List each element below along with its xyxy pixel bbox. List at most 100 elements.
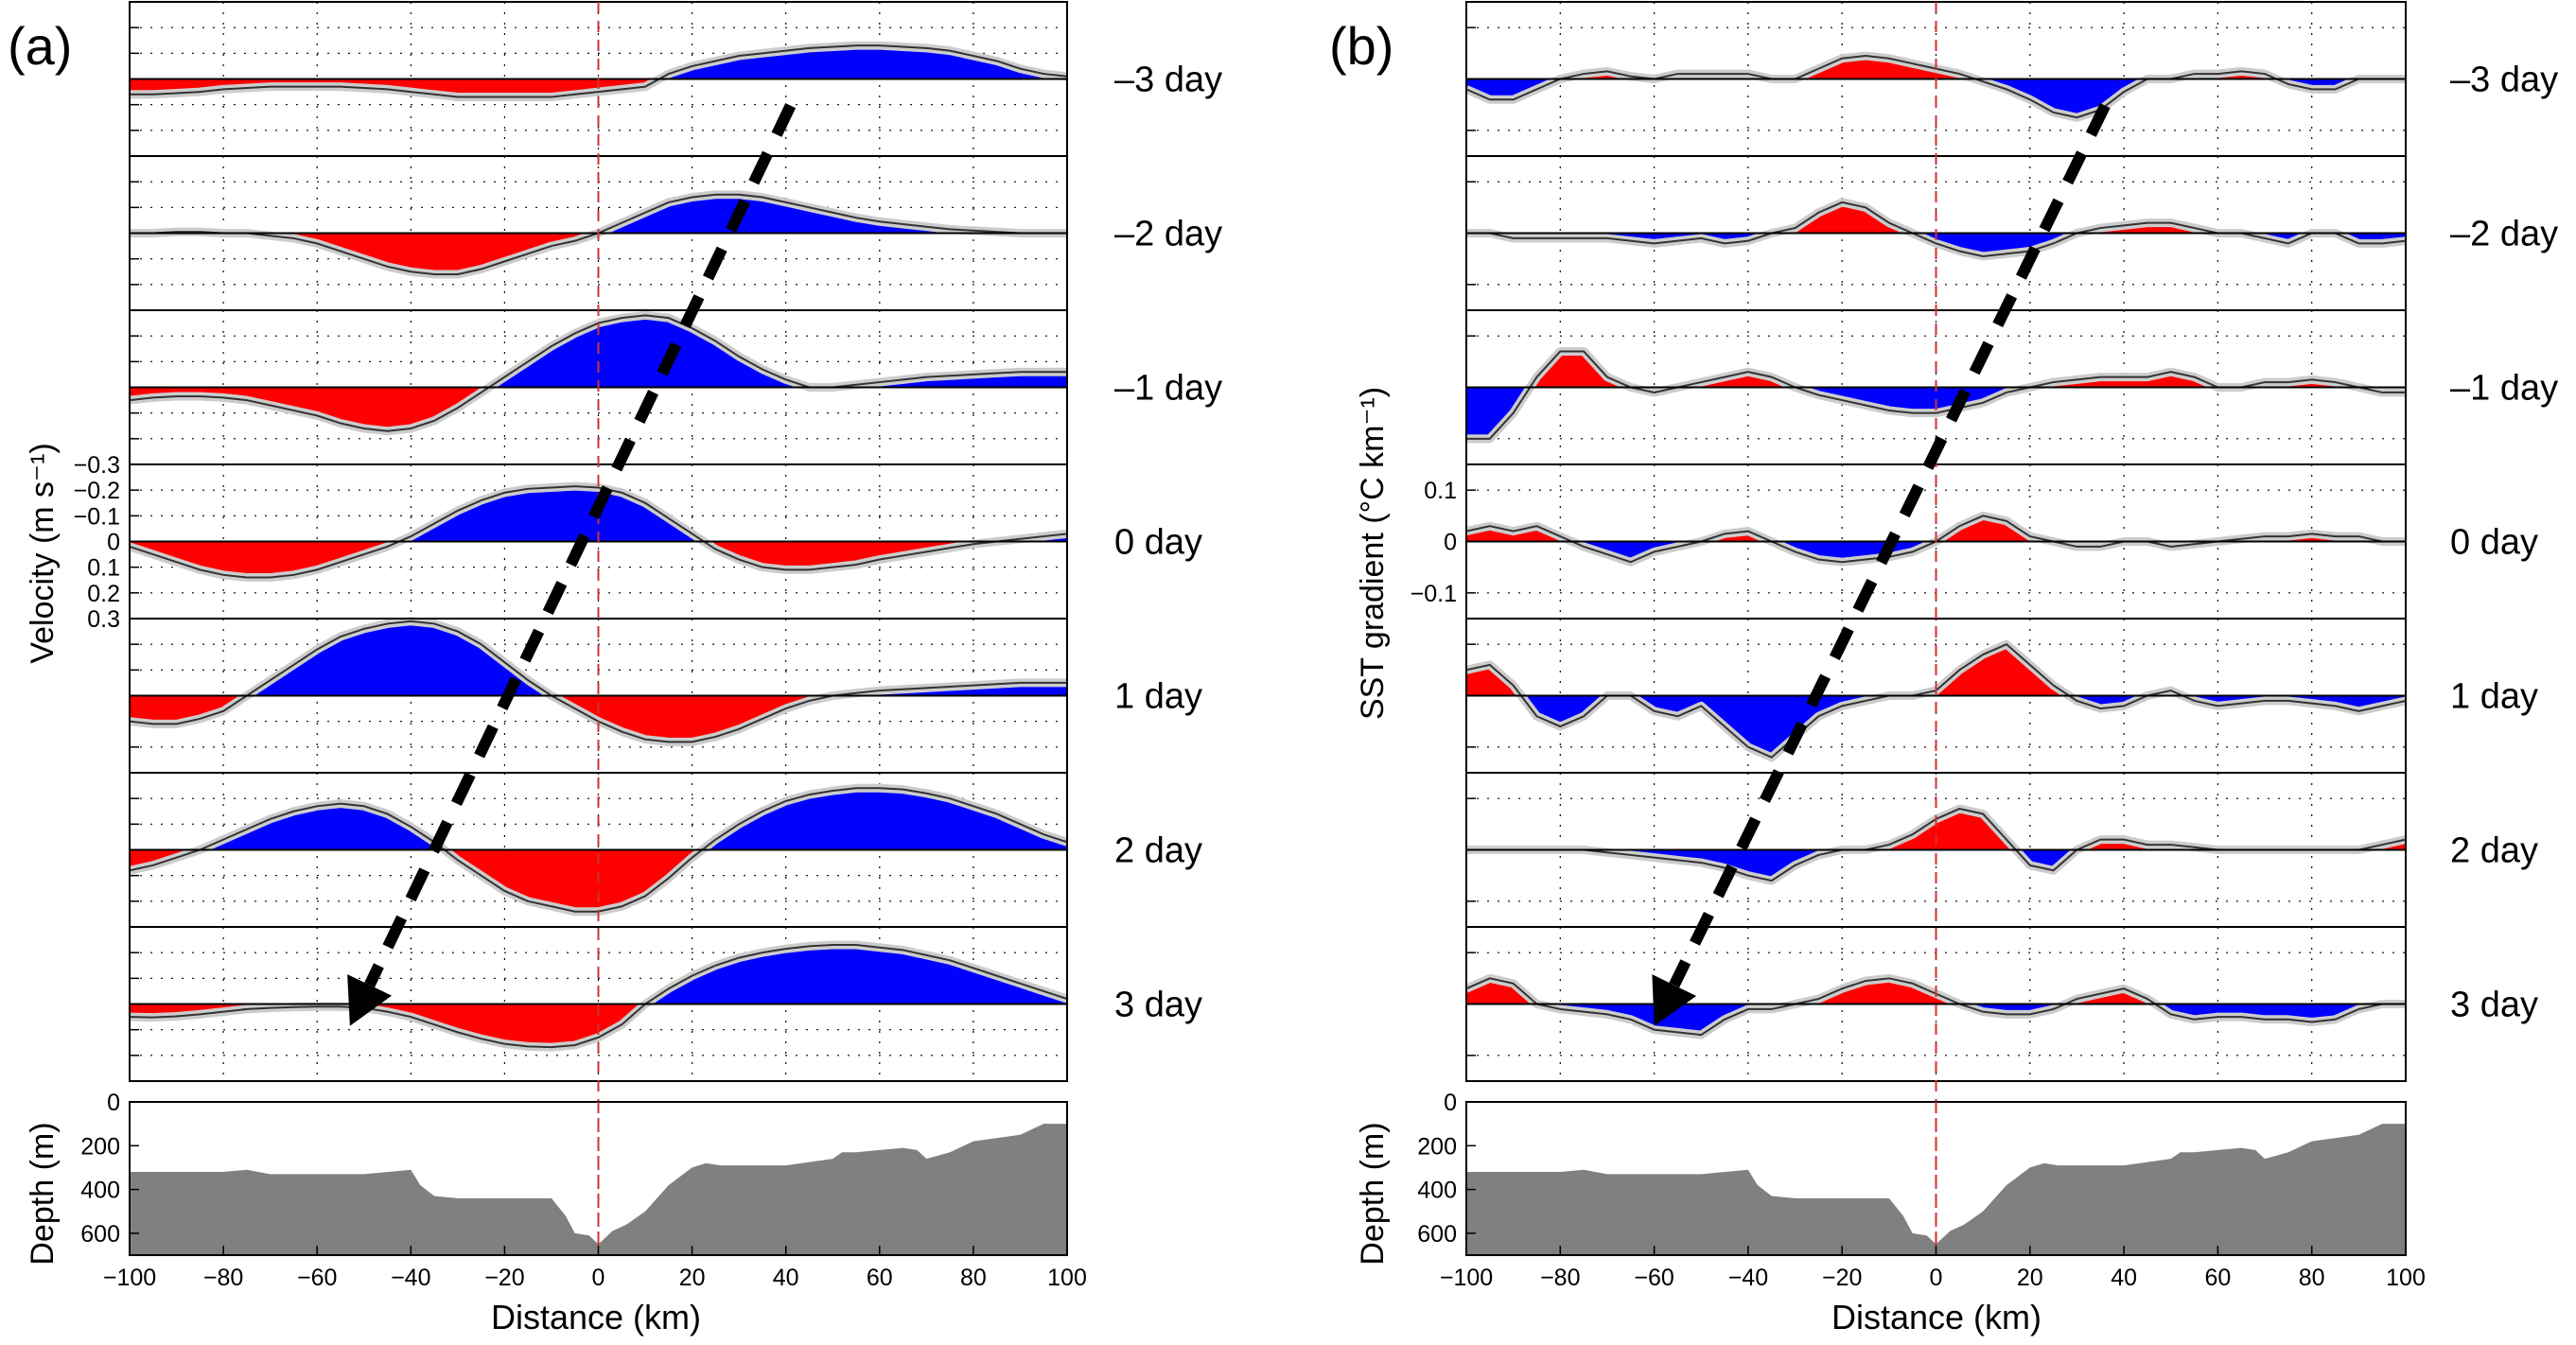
panel-b-x-tick-label: 20: [2017, 1265, 2043, 1291]
panel-b-row-label: –1 day: [2450, 369, 2558, 409]
panel-b-row-label: –3 day: [2450, 61, 2558, 100]
panel-a-y-tick-label: −0.1: [74, 503, 120, 530]
panel-b-bathymetry-y-tick-label: 600: [1417, 1221, 1457, 1248]
panel-b-row-2: –1 day: [1465, 309, 2558, 465]
panel-a-row-2: –1 day: [129, 309, 1222, 465]
panel-a-series-line: [130, 44, 1068, 98]
panel-a-y-tick-label: 0.1: [87, 555, 120, 582]
panel-a-x-tick-label: −40: [391, 1265, 430, 1291]
panel-a-x-tick-label: −80: [203, 1265, 243, 1291]
panel-b-row-label: –2 day: [2450, 215, 2558, 254]
panel-a: (a) Distance (km) Velocity (m s⁻¹) Depth…: [8, 1, 1222, 1336]
panel-b-row-5: 2 day: [1465, 772, 2538, 928]
panel-b-row-label: 3 day: [2450, 986, 2538, 1025]
panel-a-x-tick-label: 100: [1047, 1265, 1087, 1291]
panel-b-y-tick-label: −0.1: [1411, 581, 1457, 607]
panel-b-bathymetry-area: [1466, 1124, 2406, 1255]
panel-a-y-tick-label: 0.3: [87, 606, 120, 633]
panel-a-y-tick-label: −0.3: [74, 452, 120, 479]
panel-b-label: (b): [1329, 16, 1393, 76]
panel-b-area-positive: [1466, 79, 2406, 118]
panel-b-area-negative: [1466, 978, 2406, 1004]
panel-b-series-line: [1466, 350, 2406, 440]
panel-b-row-label: 2 day: [2450, 831, 2538, 871]
panel-b-area-negative: [1466, 809, 2406, 850]
panel-a-x-tick-label: −20: [484, 1265, 524, 1291]
panel-b-x-tick-label: 60: [2204, 1265, 2231, 1291]
panel-a-bathymetry-area: [130, 1124, 1067, 1255]
panel-a-y-tick-label: 0: [107, 530, 120, 556]
panel-a-row-label: –2 day: [1114, 215, 1222, 254]
panel-a-propagation-arrow-shaft: [364, 103, 797, 987]
panel-a-row-label: 2 day: [1114, 831, 1202, 871]
panel-b: (b) Distance (km) SST gradient (°C km⁻¹)…: [1329, 1, 2558, 1336]
panel-b-depth-axis-title: Depth (m): [1355, 1122, 1391, 1265]
panel-a-x-tick-label: 20: [679, 1265, 706, 1291]
panel-b-row-label: 1 day: [2450, 677, 2538, 717]
panel-b-bathymetry-y-tick-label: 0: [1444, 1090, 1457, 1116]
panel-a-y-tick-label: 0.2: [87, 581, 120, 607]
panel-a-row-4: 1 day: [129, 617, 1202, 774]
panel-a-area-negative: [130, 788, 1067, 850]
panel-b-row-3: 0 day 0.1 0 −0.1: [1411, 463, 2538, 620]
panel-b-y-tick-label: 0: [1444, 530, 1457, 556]
panel-b-y-axis-title: SST gradient (°C km⁻¹): [1355, 387, 1391, 720]
panel-b-row-label: 0 day: [2450, 523, 2538, 563]
panel-a-x-tick-label: 40: [773, 1265, 799, 1291]
panel-b-y-tick-label: 0.1: [1424, 478, 1457, 504]
panel-b-series-line: [1466, 201, 2407, 257]
panel-a-area-negative: [130, 45, 1067, 79]
panel-b-row-6: 3 day: [1464, 926, 2538, 1082]
panel-a-x-axis-title: Distance (km): [491, 1298, 701, 1336]
panel-a-row-0: –3 day: [129, 1, 1222, 157]
panel-b-bathymetry-y-tick-label: 200: [1417, 1133, 1457, 1160]
panel-a-x-tick-label: −60: [297, 1265, 337, 1291]
panel-b-propagation-arrow-head: [1652, 974, 1697, 1026]
panel-a-area-negative: [130, 620, 1067, 696]
panel-a-series-line: [129, 485, 1068, 579]
panel-a-area-negative: [130, 194, 1067, 234]
panel-a-depth-axis-title: Depth (m): [25, 1122, 61, 1265]
panel-b-x-tick-label: −80: [1540, 1265, 1580, 1291]
panel-b-bathymetry: 0 200 400 600 −100 −80 −60 −40 −20 0 20 40 60 80 100: [1417, 1090, 2426, 1291]
panel-a-bathymetry: 0 200 400 600 −100 −80 −60 −40 −20 0 20 40 60 80 100: [80, 1090, 1087, 1291]
panel-a-row-label: –1 day: [1114, 369, 1222, 409]
panel-a-propagation-arrow-head: [347, 974, 393, 1026]
panel-a-row-3: 0 day −0.3−0.2−0.100.10.20.3: [74, 452, 1202, 633]
panel-a-row-label: 1 day: [1114, 677, 1202, 717]
panel-a-bathymetry-y-tick-label: 0: [107, 1090, 120, 1116]
panel-a-x-tick-label: 0: [592, 1265, 605, 1291]
panel-b-x-tick-label: −100: [1440, 1265, 1493, 1291]
panel-b-x-axis-title: Distance (km): [1831, 1298, 2042, 1336]
panel-b-row-4: 1 day: [1465, 618, 2538, 774]
panel-a-y-tick-label: −0.2: [74, 478, 120, 504]
panel-b-area-negative: [1466, 56, 2406, 79]
panel-b-bathymetry-y-tick-label: 400: [1417, 1178, 1457, 1204]
panel-b-x-tick-label: 100: [2386, 1265, 2426, 1291]
panel-b-propagation-arrow-shaft: [1669, 103, 2111, 988]
panel-b-x-tick-label: −60: [1634, 1265, 1674, 1291]
panel-a-area-positive: [130, 387, 1067, 431]
panel-a-series-line: [129, 944, 1068, 1049]
panel-a-x-tick-label: 80: [960, 1265, 987, 1291]
panel-b-x-tick-label: 80: [2299, 1265, 2325, 1291]
panel-b-x-tick-label: 0: [1930, 1265, 1943, 1291]
panel-a-series-line: [129, 314, 1067, 432]
panel-a-row-5: 2 day: [129, 772, 1202, 928]
panel-b-x-tick-label: −40: [1728, 1265, 1768, 1291]
panel-a-label: (a): [8, 16, 72, 76]
panel-a-row-6: 3 day: [129, 926, 1202, 1082]
panel-b-x-tick-label: −20: [1822, 1265, 1862, 1291]
panel-b-area-positive: [1466, 849, 2406, 882]
panel-b-area-negative: [1466, 351, 2406, 388]
panel-a-x-tick-label: −100: [103, 1265, 156, 1291]
panel-b-x-tick-label: 40: [2111, 1265, 2137, 1291]
panel-a-row-1: –2 day: [129, 155, 1222, 311]
panel-a-row-label: 3 day: [1114, 986, 1202, 1025]
panel-a-bathymetry-y-tick-label: 200: [80, 1133, 120, 1160]
panel-b-row-1: –2 day: [1465, 155, 2558, 311]
panel-a-row-label: 0 day: [1114, 523, 1202, 563]
panel-b-row-0: –3 day: [1464, 1, 2558, 157]
panel-a-area-positive: [130, 233, 1067, 274]
